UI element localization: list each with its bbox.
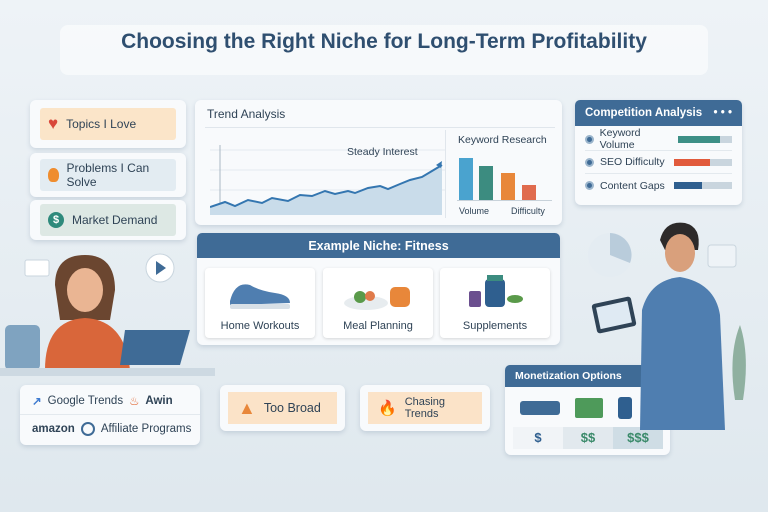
niche-item-label: Supplements (462, 320, 528, 332)
bottle-icon (618, 397, 633, 419)
dumbbell-icon (520, 401, 561, 415)
more-options-icon[interactable]: • • • (713, 107, 732, 119)
niche-item-label: Home Workouts (220, 320, 300, 332)
tools-panel: ↗ Google Trends ♨ Awin amazon Affiliate Pr… (20, 385, 200, 445)
keyword-bar (479, 166, 493, 200)
keyword-title: Keyword Research (458, 134, 547, 146)
competition-row: SEO Difficulty (585, 151, 732, 174)
niche-title: Example Niche: Fitness (197, 233, 560, 258)
competition-row: Content Gaps (585, 174, 732, 197)
sneaker-icon (230, 284, 290, 309)
trend-title: Trend Analysis (207, 107, 286, 121)
heart-icon: ♥ (48, 114, 59, 133)
criteria-label: Market Demand (72, 213, 158, 227)
pitfall-chasing-trends: 🔥 Chasing Trends (360, 385, 490, 431)
competition-row: Keyword Volume (585, 127, 732, 151)
tool-affiliate-programs[interactable]: Affiliate Programs (100, 423, 192, 435)
monetization-title: Monetization Options (515, 370, 622, 382)
criteria-label: Topics I Love (66, 117, 137, 131)
tool-amazon[interactable]: amazon (32, 423, 75, 435)
pitfall-label: Too Broad (263, 401, 321, 415)
tier-low: $ (513, 427, 563, 449)
page-title: Choosing the Right Niche for Long-Term P… (121, 30, 647, 53)
trend-line (210, 164, 443, 208)
meal-icon (344, 287, 410, 310)
keyword-bar (501, 173, 515, 200)
title-banner (60, 25, 708, 75)
criteria-topics-card: ♥ Topics I Love (30, 100, 186, 148)
pitfall-too-broad: ▲ Too Broad (220, 385, 345, 431)
man-with-tablet-illustration (588, 222, 746, 430)
row-label: SEO Difficulty (600, 156, 665, 168)
keyword-bar-chart (457, 156, 552, 201)
google-trends-icon: ↗ (32, 396, 42, 408)
fire-icon: 🔥 (378, 400, 397, 417)
dollar-icon: $ (48, 212, 64, 228)
awin-icon: ♨ (129, 396, 140, 408)
tool-google-trends[interactable]: Google Trends (47, 395, 124, 407)
supplement-bottle-icon (469, 275, 523, 307)
pitfall-label: Chasing Trends (404, 396, 446, 420)
lightbulb-icon (48, 168, 59, 182)
competition-title: Competition Analysis (585, 107, 703, 119)
niche-item-label: Meal Planning (343, 320, 413, 332)
niche-item-supplements: Supplements (440, 268, 550, 338)
trend-analysis-panel: Trend Analysis Steady Interest Keyword R… (195, 100, 562, 225)
tier-high: $$$ (613, 427, 663, 449)
keyword-label: Volume (459, 206, 490, 216)
keyword-bar (522, 185, 536, 200)
niche-item-home-workouts: Home Workouts (205, 268, 315, 338)
magnifier-icon (80, 422, 95, 436)
example-niche-panel: Example Niche: Fitness Home Workouts Mea… (197, 233, 560, 345)
row-label: Keyword Volume (599, 127, 641, 151)
book-icon (575, 398, 604, 418)
tool-awin[interactable]: Awin (145, 395, 173, 407)
woman-at-laptop-illustration (0, 253, 215, 376)
keyword-label: Difficulty (511, 206, 545, 216)
keyword-bar (459, 158, 473, 200)
competition-analysis-panel: Competition Analysis • • • Keyword Volume… (575, 100, 742, 205)
trend-annotation: Steady Interest (347, 146, 418, 158)
arrow-icon (436, 161, 442, 168)
criteria-problems-card: Problems I Can Solve (30, 153, 186, 197)
warning-icon: ▲ (238, 397, 256, 418)
row-label: Content Gaps (600, 179, 665, 192)
criteria-label: Problems I Can Solve (66, 161, 150, 189)
niche-item-meal-planning: Meal Planning (323, 268, 433, 338)
trend-line-chart (210, 145, 445, 215)
criteria-demand-card: $ Market Demand (30, 200, 186, 240)
tier-mid: $$ (563, 427, 613, 449)
